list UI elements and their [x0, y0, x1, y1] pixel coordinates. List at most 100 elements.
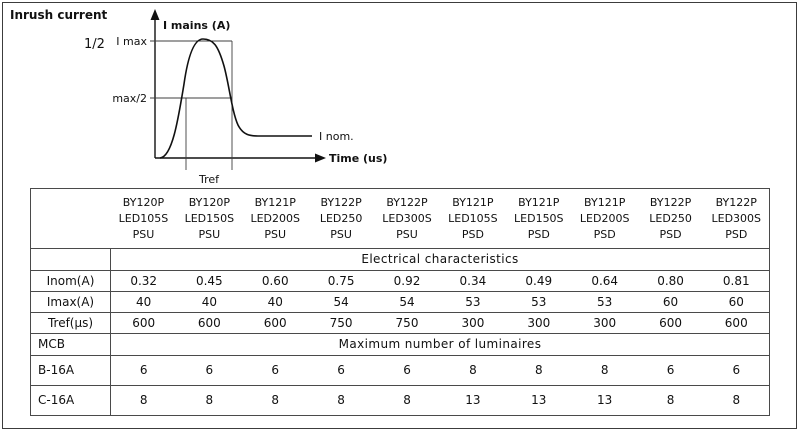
value-cell: 0.75: [327, 273, 355, 288]
half-max-label: max/2: [112, 92, 147, 105]
value-cell: 6: [139, 363, 148, 378]
column-header-line: PSD: [527, 227, 550, 241]
value-cell: 54: [333, 294, 349, 309]
value-cell: 8: [403, 393, 411, 408]
value-cell: 8: [732, 393, 741, 408]
value-cell: 8: [337, 393, 345, 408]
value-cell: 6: [337, 363, 345, 378]
column-header-line: BY121P: [518, 196, 560, 209]
page-marker: 1/2: [84, 37, 105, 52]
value-cell: 13: [531, 393, 547, 408]
column-header: BY121P LED200S PSU: [242, 188, 309, 249]
row-label: Imax(A): [30, 291, 111, 313]
value-cell: 750: [329, 315, 353, 330]
x-axis-label: Time (us): [329, 152, 387, 165]
column-header-line: LED150S: [514, 211, 564, 225]
table-row: Inom(A) 0.32 0.45 0.60 0.75 0.92 0.34 0.49 0.64 0…: [30, 270, 770, 292]
value-cell: 8: [205, 393, 214, 408]
value-cell: 600: [724, 315, 748, 330]
column-header: BY122P LED250 PSU: [308, 188, 375, 249]
section-label: MCB: [30, 333, 111, 356]
table-row: Imax(A) 40 40 40 54 54 53 53 53 60 60: [30, 291, 770, 313]
column-header-line: BY121P: [254, 196, 296, 209]
value-cell: 600: [197, 315, 221, 330]
column-header-line: BY122P: [386, 196, 428, 209]
value-cell: 0.45: [195, 273, 223, 288]
column-header-line: BY122P: [649, 196, 692, 209]
column-header: BY121P LED200S PSD: [571, 188, 638, 249]
value-cell: 60: [728, 294, 744, 309]
column-header-line: PSD: [461, 227, 484, 241]
inrush-current-curve: [159, 38, 312, 159]
value-cell: 300: [461, 315, 485, 330]
section-header-row: Electrical characteristics: [30, 248, 770, 271]
value-cell: 300: [527, 315, 551, 330]
table-body: Electrical characteristics Inom(A) 0.32 0.4…: [30, 248, 770, 416]
column-header-line: PSU: [132, 227, 155, 241]
column-header-line: LED300S: [382, 211, 432, 225]
value-cell: 40: [136, 294, 152, 309]
column-header: BY122P LED250 PSD: [637, 188, 704, 249]
value-cell: 8: [139, 393, 148, 408]
value-cell: 40: [267, 294, 283, 309]
column-header-line: PSU: [330, 227, 352, 241]
value-cell: 53: [465, 294, 481, 309]
value-cell: 600: [263, 315, 287, 330]
value-cell: 53: [531, 294, 547, 309]
column-header-line: BY121P: [584, 196, 626, 209]
row-label: Inom(A): [30, 270, 111, 292]
value-cell: 60: [662, 294, 679, 309]
value-cell: 6: [732, 363, 741, 378]
value-cell: 0.32: [130, 273, 158, 288]
column-header: BY122P LED300S PSU: [374, 188, 440, 249]
page-title: Inrush current: [10, 8, 108, 22]
value-cell: 750: [395, 315, 419, 330]
table-header-row: BY120P LED105S PSU BY120P LED150S PSU BY121P LE…: [30, 188, 770, 249]
section-header-row: MCB Maximum number of luminaires: [30, 333, 770, 356]
column-header-line: LED200S: [579, 211, 630, 225]
row-label: Tref(µs): [30, 312, 111, 334]
tref-label: Tref: [198, 173, 220, 186]
value-cell: 600: [659, 315, 683, 330]
column-header-line: PSU: [198, 227, 221, 241]
column-header-line: LED250: [649, 211, 692, 225]
column-header-line: PSU: [264, 227, 287, 241]
column-header-line: BY122P: [715, 196, 757, 209]
table-corner-cell: [30, 188, 111, 249]
y-axis-arrow-icon: [150, 9, 160, 20]
value-cell: 6: [205, 363, 214, 378]
value-cell: 0.92: [393, 273, 421, 288]
value-cell: 0.49: [525, 273, 553, 288]
column-header-line: LED105S: [118, 211, 169, 225]
column-header: BY120P LED105S PSU: [110, 188, 177, 249]
section-title-cell: Electrical characteristics: [361, 252, 519, 267]
value-cell: 0.64: [591, 273, 619, 288]
value-cell: 6: [271, 363, 280, 378]
inom-label: I nom.: [319, 130, 354, 143]
characteristics-table: BY120P LED105S PSU BY120P LED150S PSU BY121P LE…: [30, 188, 770, 416]
column-header-line: LED150S: [184, 211, 235, 225]
row-label: C-16A: [30, 385, 111, 416]
value-cell: 0.34: [459, 273, 487, 288]
value-cell: 13: [597, 393, 613, 408]
value-cell: 13: [465, 393, 481, 408]
column-header-line: BY120P: [188, 196, 230, 209]
imax-label: I max: [116, 35, 147, 48]
section-label: [30, 248, 111, 271]
value-cell: 0.80: [657, 273, 684, 288]
value-cell: 8: [534, 363, 543, 378]
table-row: Tref(µs) 600 600 600 750 750 300 300 300 600 600: [30, 312, 770, 334]
table-row: B-16A 6 6 6 6 6 8 8 8 6 6: [30, 355, 770, 386]
value-cell: 6: [403, 363, 411, 378]
column-header-line: LED300S: [711, 211, 762, 225]
value-cell: 40: [201, 294, 217, 309]
value-cell: 6: [666, 363, 675, 378]
value-cell: 8: [469, 363, 477, 378]
inrush-current-graph: I mains (A) Time (us) I max max/2 I nom.…: [112, 9, 387, 186]
column-header: BY120P LED150S PSU: [176, 188, 243, 249]
column-header: BY122P LED300S PSD: [703, 188, 770, 249]
value-cell: 600: [132, 315, 156, 330]
row-label: B-16A: [30, 355, 111, 386]
column-header-line: BY122P: [320, 196, 362, 209]
